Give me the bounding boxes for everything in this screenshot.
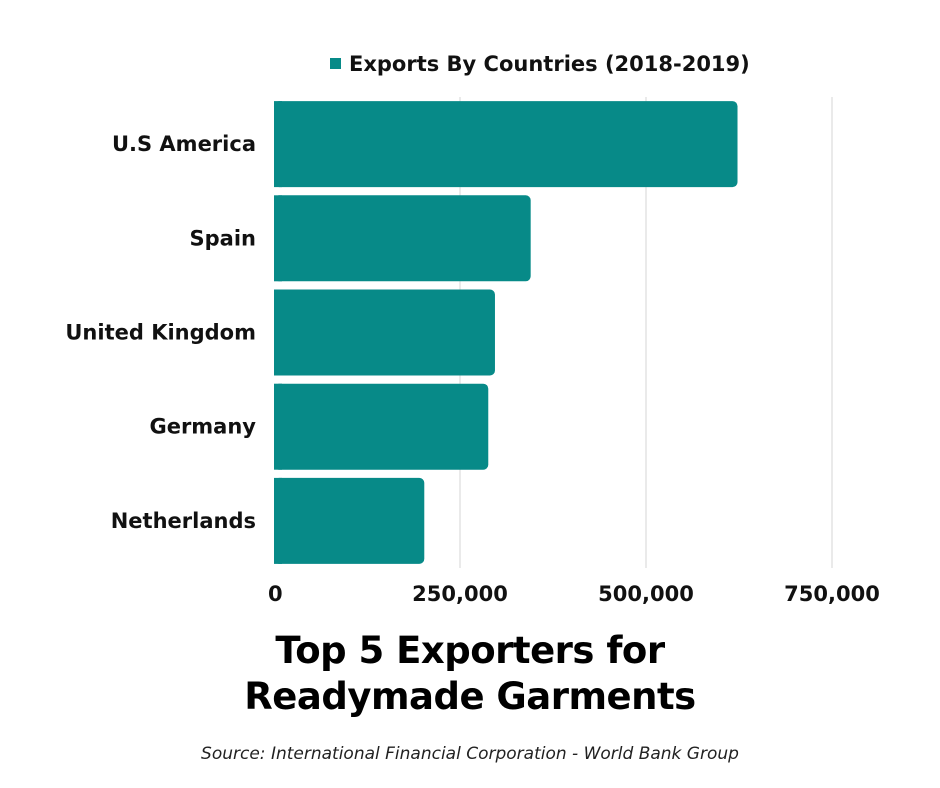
bar-edge <box>274 195 282 282</box>
category-label: United Kingdom <box>65 321 256 345</box>
bar-edge <box>274 383 282 470</box>
category-label: Spain <box>190 226 256 250</box>
x-tick-label: 250,000 <box>412 582 508 606</box>
bar-chart: Exports By Countries (2018-2019) U.S Ame… <box>65 52 880 606</box>
x-tick-label: 500,000 <box>598 582 694 606</box>
category-label: Germany <box>149 415 256 439</box>
bar-edge <box>274 477 282 564</box>
category-label: U.S America <box>112 132 256 156</box>
bar <box>274 289 495 376</box>
legend: Exports By Countries (2018-2019) <box>330 52 750 76</box>
x-tick-label: 0 <box>268 582 283 606</box>
bar <box>274 477 425 564</box>
x-tick-label: 750,000 <box>784 582 880 606</box>
category-labels: U.S America Spain United Kingdom Germany Net… <box>65 132 256 533</box>
category-label: Netherlands <box>111 509 256 533</box>
bars <box>274 101 738 564</box>
bar-edge <box>274 101 282 188</box>
legend-swatch <box>330 58 341 69</box>
x-axis-tick-labels: 0 250,000 500,000 750,000 <box>268 582 880 606</box>
bar <box>274 101 738 188</box>
source-note: Source: International Financial Corporat… <box>201 744 739 764</box>
legend-label: Exports By Countries (2018-2019) <box>349 52 750 76</box>
bar <box>274 383 489 470</box>
bar-edge <box>274 289 282 376</box>
bar <box>274 195 531 282</box>
chart-title: Top 5 Exporters for Readymade Garments <box>244 629 696 718</box>
